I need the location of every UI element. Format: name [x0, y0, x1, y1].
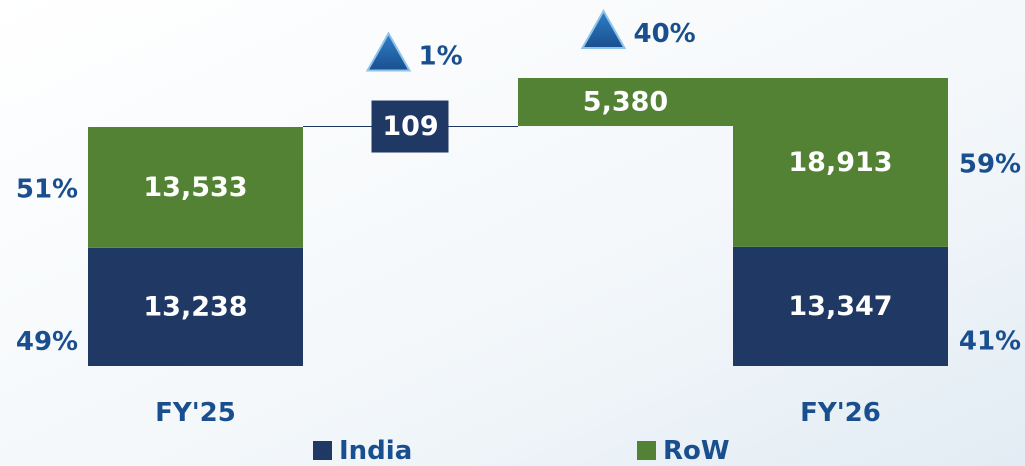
value-label: 5,380: [583, 87, 668, 118]
x-tick-label: FY'25: [155, 398, 236, 428]
bar: [88, 247, 303, 366]
share-label: 41%: [959, 326, 1021, 356]
growth-arrow: [580, 8, 627, 49]
legend-label: India: [339, 436, 412, 466]
growth-label: 1%: [419, 42, 463, 72]
value-label: 13,347: [788, 291, 892, 322]
value-label: 13,533: [143, 172, 247, 203]
legend-swatch: [313, 441, 332, 460]
bar: [88, 127, 303, 248]
bar: [733, 78, 948, 247]
legend-label: RoW: [663, 436, 730, 466]
growth-label: 40%: [634, 19, 696, 49]
value-label: 109: [382, 111, 438, 142]
share-label: 59%: [959, 149, 1021, 179]
growth-arrow: [365, 31, 412, 72]
value-label: 18,913: [788, 147, 892, 178]
share-label: 51%: [16, 174, 78, 204]
value-label-box: [371, 100, 449, 153]
value-label: 13,238: [143, 291, 247, 322]
legend-swatch: [637, 441, 656, 460]
bar: [518, 78, 733, 127]
share-label: 49%: [16, 327, 78, 357]
bar: [733, 246, 948, 366]
x-tick-label: FY'26: [800, 398, 881, 428]
